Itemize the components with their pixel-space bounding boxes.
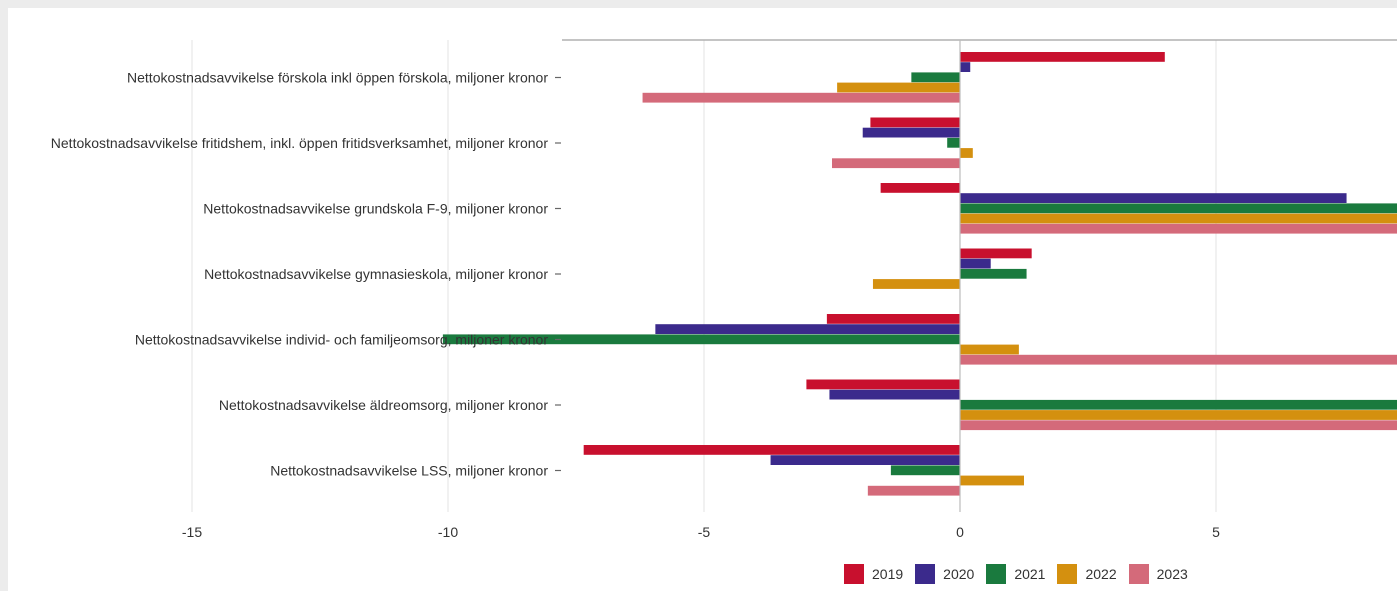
bar-chart: Nettokostnadsavvikelse förskola inkl öpp… (51, 39, 1397, 540)
bar-2022 (837, 82, 960, 93)
bar-2020 (770, 455, 960, 465)
category-label: Nettokostnadsavvikelse fritidshem, inkl.… (51, 135, 549, 151)
category-label: Nettokostnadsavvikelse grundskola F-9, m… (203, 201, 548, 217)
legend-item[interactable]: 2021 (986, 564, 1045, 584)
bar-2023 (960, 354, 1397, 365)
bar-2019 (960, 248, 1032, 259)
bar-2021 (960, 268, 1027, 279)
category-label: Nettokostnadsavvikelse äldreomsorg, milj… (219, 397, 548, 413)
x-tick-label: 5 (1212, 524, 1220, 540)
bar-2020 (960, 193, 1347, 203)
bar-2023 (832, 158, 960, 169)
bar-2019 (583, 445, 960, 455)
bar-2020 (862, 127, 960, 138)
legend-item[interactable]: 2020 (915, 564, 974, 584)
x-tick-label: -5 (698, 524, 711, 540)
bar-2021 (947, 137, 960, 148)
legend-label: 2023 (1156, 566, 1188, 582)
legend-label: 2020 (943, 566, 975, 582)
bar-2020 (960, 62, 971, 72)
x-tick-label: 0 (956, 524, 964, 540)
bar-2021 (442, 334, 960, 345)
bar-2019 (880, 183, 960, 193)
legend-item[interactable]: 2019 (844, 564, 903, 584)
legend-label: 2022 (1085, 566, 1117, 582)
bar-2022 (872, 279, 960, 289)
legend-label: 2021 (1014, 566, 1046, 582)
bar-2019 (826, 314, 960, 324)
legend-swatch (844, 564, 864, 584)
bar-2023 (867, 485, 960, 496)
bar-2020 (960, 258, 991, 269)
legend: 2019 2020 2021 2022 2023 (844, 563, 1188, 585)
bar-2023 (960, 223, 1397, 234)
bar-2022 (960, 148, 973, 158)
bar-2022 (960, 213, 1397, 224)
category-label: Nettokostnadsavvikelse gymnasieskola, mi… (204, 266, 548, 282)
bar-2020 (655, 324, 960, 334)
bar-2022 (960, 410, 1397, 420)
bar-2021 (960, 203, 1397, 214)
legend-item[interactable]: 2022 (1057, 564, 1117, 584)
bar-2021 (960, 399, 1397, 410)
legend-label: 2019 (872, 566, 904, 582)
category-label: Nettokostnadsavvikelse individ- och fami… (135, 332, 549, 348)
chart-panel: Nettokostnadsavvikelse förskola inkl öpp… (8, 8, 1397, 591)
bar-2021 (890, 465, 960, 476)
bar-2019 (806, 379, 960, 390)
category-label: Nettokostnadsavvikelse LSS, miljoner kro… (270, 463, 548, 479)
category-label: Nettokostnadsavvikelse förskola inkl öpp… (127, 70, 548, 86)
legend-swatch (915, 564, 936, 584)
bar-2023 (960, 420, 1397, 431)
bar-2019 (870, 117, 960, 128)
legend-swatch (1057, 564, 1078, 584)
x-tick-label: -10 (438, 524, 458, 540)
bar-2022 (960, 475, 1024, 486)
bar-2020 (829, 389, 960, 400)
legend-swatch (1128, 564, 1149, 584)
bar-2022 (960, 344, 1019, 355)
bar-2019 (960, 52, 1165, 62)
legend-swatch (986, 564, 1007, 584)
legend-item[interactable]: 2023 (1128, 564, 1188, 584)
bar-2023 (642, 92, 960, 103)
bar-2021 (911, 72, 960, 83)
x-tick-label: -15 (182, 524, 202, 540)
